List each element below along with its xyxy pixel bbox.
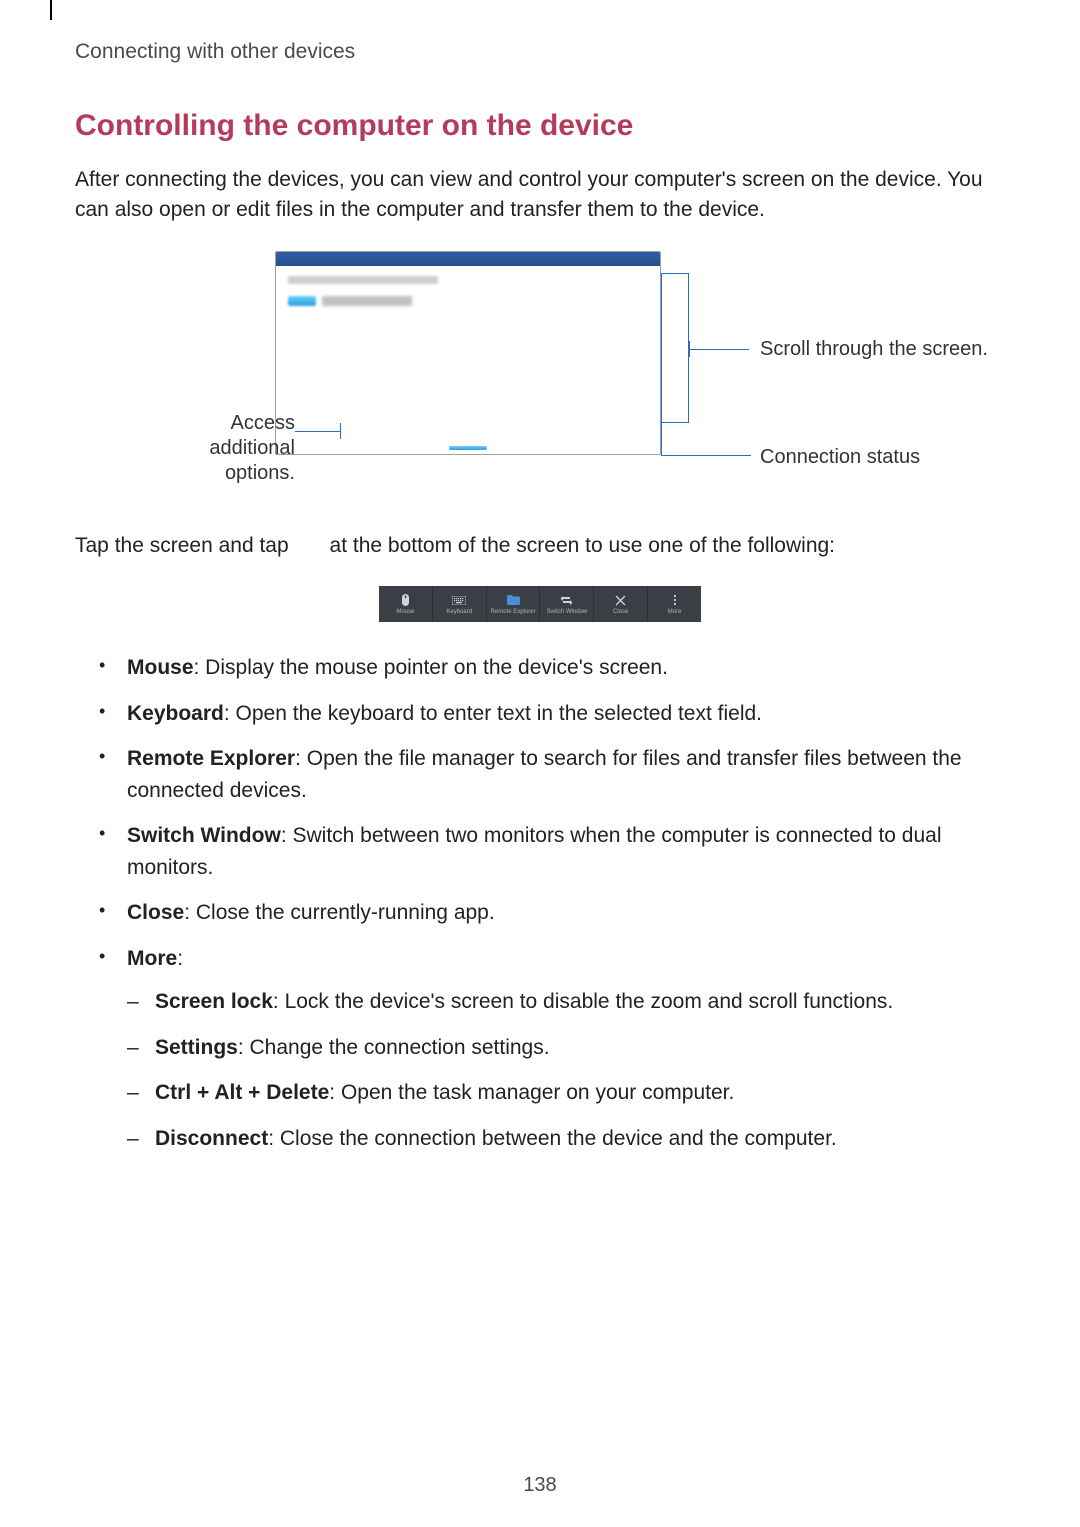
- device-titlebar: [276, 252, 660, 266]
- page-edge-marker: [50, 0, 52, 20]
- sub-list-item: Screen lock: Lock the device's screen to…: [127, 986, 1005, 1018]
- list-item: Switch Window: Switch between two monito…: [99, 820, 1005, 883]
- list-item: Close: Close the currently-running app.: [99, 897, 1005, 929]
- list-item: Remote Explorer: Open the file manager t…: [99, 743, 1005, 806]
- sub-list-item: Disconnect: Close the connection between…: [127, 1123, 1005, 1155]
- scroll-callout-box: [661, 273, 689, 423]
- feature-list: Mouse: Display the mouse pointer on the …: [99, 652, 1005, 1154]
- sub-list-item: Ctrl + Alt + Delete: Open the task manag…: [127, 1077, 1005, 1109]
- close-icon: [615, 593, 626, 607]
- folder-icon: [507, 593, 520, 607]
- tap-instruction: Tap the screen and tap at the bottom of …: [75, 531, 1005, 561]
- tool-more: More: [648, 586, 701, 622]
- tool-close: Close: [594, 586, 648, 622]
- page-number: 138: [0, 1474, 1080, 1497]
- page-content: Connecting with other devices Controllin…: [0, 0, 1080, 1154]
- annotated-screenshot: Scroll through the screen. Connection st…: [75, 251, 1005, 501]
- intro-paragraph: After connecting the devices, you can vi…: [75, 165, 1005, 226]
- tool-keyboard: Keyboard: [433, 586, 487, 622]
- list-item-more: More: Screen lock: Lock the device's scr…: [99, 943, 1005, 1155]
- switch-icon: [560, 593, 573, 607]
- tool-mouse: Mouse: [379, 586, 433, 622]
- tool-switch-window: Switch Window: [540, 586, 594, 622]
- annotation-scroll: Scroll through the screen.: [760, 337, 988, 362]
- toolbar-strip: Mouse Keyboard Remote Explorer Switch Wi…: [379, 586, 701, 622]
- device-frame: [275, 251, 661, 455]
- tool-remote-explorer: Remote Explorer: [487, 586, 541, 622]
- annotation-additional-options: Access additional options.: [175, 411, 295, 486]
- sub-list-item: Settings: Change the connection settings…: [127, 1032, 1005, 1064]
- section-heading: Controlling the computer on the device: [75, 109, 1005, 143]
- device-home-indicator: [449, 446, 487, 450]
- more-sublist: Screen lock: Lock the device's screen to…: [127, 986, 1005, 1154]
- breadcrumb: Connecting with other devices: [75, 40, 1005, 64]
- keyboard-icon: [452, 593, 466, 607]
- mouse-icon: [401, 593, 410, 607]
- list-item: Keyboard: Open the keyboard to enter tex…: [99, 698, 1005, 730]
- annotation-connection-status: Connection status: [760, 446, 920, 469]
- more-icon: [673, 593, 677, 607]
- list-item: Mouse: Display the mouse pointer on the …: [99, 652, 1005, 684]
